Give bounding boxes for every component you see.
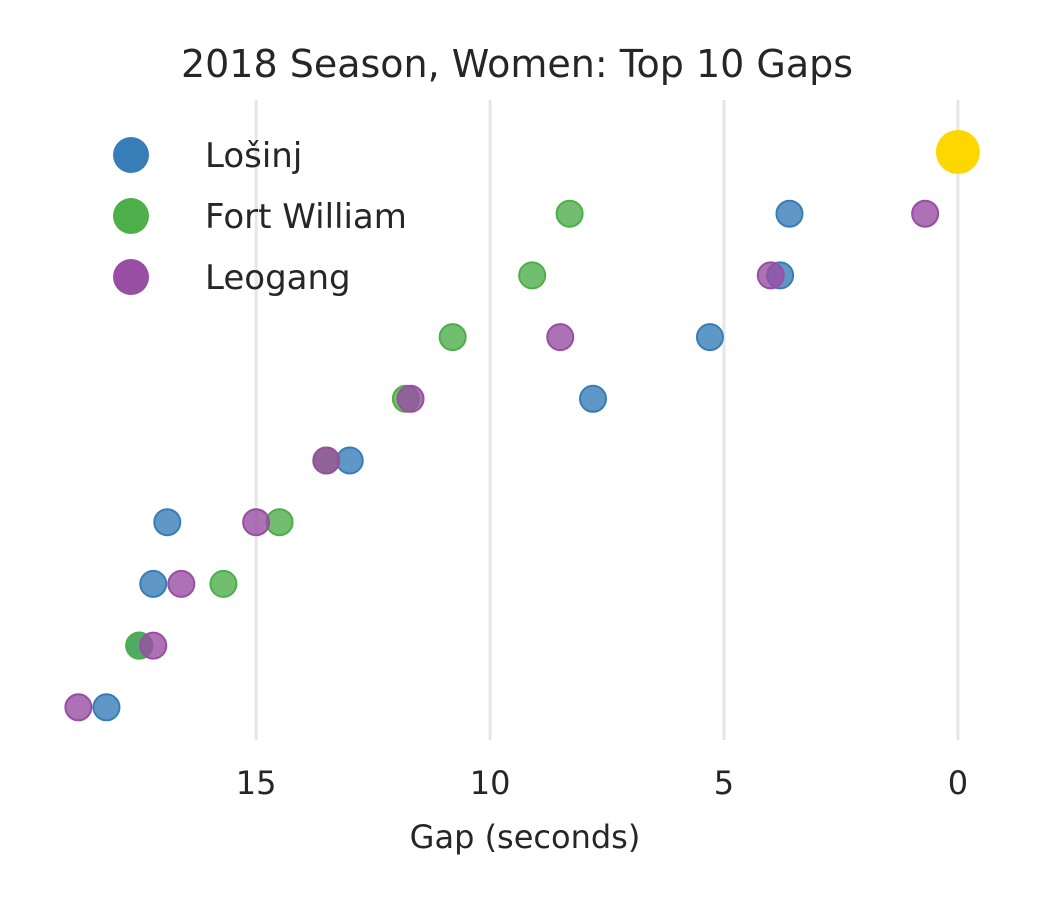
point-leogang-0 xyxy=(911,199,940,228)
point-lo-inj-2 xyxy=(695,323,724,352)
point-leogang-2 xyxy=(546,323,575,352)
point-lo-inj-5 xyxy=(153,508,182,537)
x-tick-5: 5 xyxy=(714,764,734,802)
legend-label-0: Lošinj xyxy=(205,136,302,176)
point-lo-inj-8 xyxy=(92,693,121,722)
legend-marker-1 xyxy=(113,198,149,234)
point-lo-inj-6 xyxy=(139,569,168,598)
grid-layer xyxy=(254,100,960,740)
leader-point xyxy=(935,130,980,174)
point-fort-william-5 xyxy=(265,508,294,537)
point-leogang-5 xyxy=(242,508,271,537)
point-leogang-7 xyxy=(139,631,168,660)
point-leogang-6 xyxy=(167,569,196,598)
point-leogang-1 xyxy=(756,261,785,290)
point-lo-inj-0 xyxy=(775,199,804,228)
point-leogang-3 xyxy=(396,384,425,413)
point-fort-william-0 xyxy=(555,199,584,228)
x-tick-15: 15 xyxy=(236,764,277,802)
points-layer xyxy=(64,130,980,722)
point-leogang-4 xyxy=(312,446,341,475)
point-lo-inj-4 xyxy=(335,446,364,475)
point-fort-william-6 xyxy=(209,569,238,598)
point-fort-william-1 xyxy=(518,261,547,290)
point-fort-william-2 xyxy=(438,323,467,352)
x-tick-labels: 15 10 5 0 xyxy=(236,764,968,802)
point-lo-inj-3 xyxy=(578,384,607,413)
point-leogang-8 xyxy=(64,693,93,722)
legend-marker-0 xyxy=(113,137,149,173)
x-tick-10: 10 xyxy=(470,764,511,802)
legend-marker-2 xyxy=(113,259,149,295)
legend: Lošinj Fort William Leogang xyxy=(113,136,407,298)
x-axis-label: Gap (seconds) xyxy=(410,818,641,856)
legend-label-1: Fort William xyxy=(205,197,407,237)
x-tick-0: 0 xyxy=(948,764,968,802)
legend-label-2: Leogang xyxy=(205,258,351,298)
chart-title: 2018 Season, Women: Top 10 Gaps xyxy=(181,42,853,86)
